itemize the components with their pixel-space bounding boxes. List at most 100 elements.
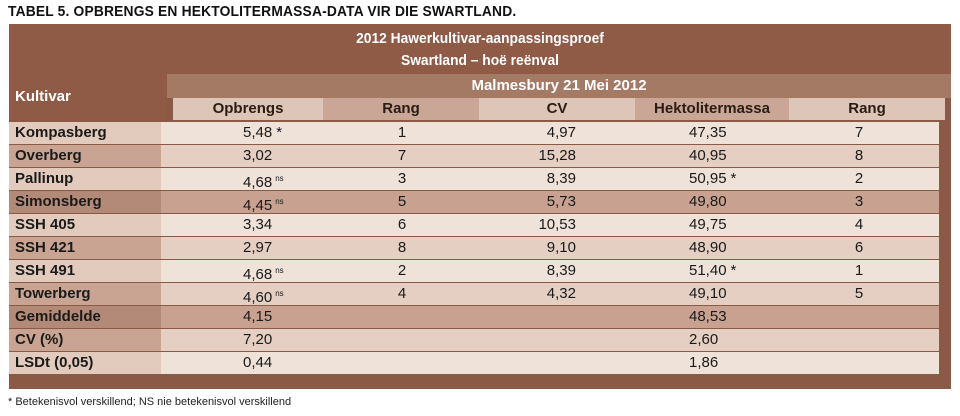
kultivar-name-cell: Overberg <box>9 145 161 167</box>
header-region: Swartland – hoë reënval <box>400 52 559 69</box>
table-header: 2012 Hawerkultivar-aanpassingsproef Swar… <box>9 24 951 74</box>
column-header-hektolitermassa: Hektolitermassa <box>635 98 789 120</box>
hektolitermassa-value: 1,86 <box>689 354 719 371</box>
opbrengs-value: 4,68 <box>243 266 273 283</box>
rang-cell: 7 <box>397 147 407 164</box>
hektolitermassa-cell: 48,90 <box>689 237 727 259</box>
hektolitermassa-value: 48,53 <box>689 308 727 325</box>
hektolitermassa-cell: 40,95 <box>689 145 727 167</box>
footnote: * Betekenisvol verskillend; NS nie betek… <box>8 396 292 408</box>
table-title: TABEL 5. OPBRENGS EN HEKTOLITERMASSA-DAT… <box>8 3 517 20</box>
opbrengs-value: 2,97 <box>243 239 273 256</box>
opbrengs-cell: 4,15 <box>243 306 272 328</box>
column-header-cv: CV <box>479 98 635 120</box>
rang-2-cell: 5 <box>854 285 864 302</box>
rang-cell: 2 <box>397 262 407 279</box>
cv-cell <box>499 329 576 351</box>
table-row: SSH 405 3,34 6 10,53 49,75 4 <box>9 214 939 236</box>
kultivar-name-cell: CV (%) <box>9 329 161 351</box>
hektolitermassa-cell: 1,86 <box>689 352 718 374</box>
cv-cell: 4,97 <box>546 124 576 141</box>
table-row: CV (%) 7,20 2,60 <box>9 329 939 351</box>
rang-2-cell: 8 <box>854 147 864 164</box>
rang-cell: 4 <box>397 285 407 302</box>
opbrengs-value: 7,20 <box>243 331 273 348</box>
opbrengs-cell: 4,68 ns <box>243 168 284 191</box>
column-header-rang: Rang <box>323 98 479 120</box>
table-row: Overberg 3,02 7 15,28 40,95 8 <box>9 145 939 167</box>
table-row: Towerberg 4,60 ns 4 4,32 49,10 5 <box>9 283 939 306</box>
cv-cell: 10,53 <box>538 216 576 233</box>
rang-cell <box>392 306 412 328</box>
cv-cell: 4,32 <box>546 285 576 302</box>
hektolitermassa-value: 49,75 <box>689 216 727 233</box>
cv-cell: 8,39 <box>546 262 576 279</box>
rang-2-cell <box>849 352 869 374</box>
rang-2-cell: 7 <box>854 124 864 141</box>
significance-mark: * <box>730 170 737 187</box>
column-header-opbrengs: Opbrengs <box>173 98 323 120</box>
opbrengs-cell: 4,68 ns <box>243 260 284 283</box>
opbrengs-value: 3,34 <box>243 216 273 233</box>
opbrengs-cell: 4,60 ns <box>243 283 284 306</box>
opbrengs-value: 0,44 <box>243 354 273 371</box>
rang-2-cell: 4 <box>854 216 864 233</box>
hektolitermassa-value: 2,60 <box>689 331 719 348</box>
table-row: LSDt (0,05) 0,44 1,86 <box>9 352 939 374</box>
cv-cell <box>499 306 576 328</box>
kultivar-name-cell: SSH 491 <box>9 260 161 282</box>
hektolitermassa-cell: 49,80 <box>689 191 727 213</box>
opbrengs-cell: 3,02 <box>243 145 272 167</box>
table-row: Kompasberg 5,48 * 1 4,97 47,35 7 <box>9 122 939 144</box>
hektolitermassa-cell: 51,40 * <box>689 260 736 282</box>
rang-2-cell: 3 <box>854 193 864 210</box>
significance-mark: ns <box>275 197 284 206</box>
significance-mark: ns <box>275 174 284 183</box>
hektolitermassa-value: 51,40 <box>689 262 727 279</box>
rang-cell: 3 <box>397 170 407 187</box>
kultivar-name-cell: Pallinup <box>9 168 161 190</box>
hektolitermassa-value: 40,95 <box>689 147 727 164</box>
opbrengs-cell: 0,44 <box>243 352 272 374</box>
rang-cell: 6 <box>397 216 407 233</box>
hektolitermassa-value: 49,10 <box>689 285 727 302</box>
rang-2-cell <box>849 329 869 351</box>
rang-2-cell: 6 <box>854 239 864 256</box>
column-header-rang-2: Rang <box>789 98 945 120</box>
opbrengs-value: 4,60 <box>243 289 273 306</box>
kultivar-name-cell: Simonsberg <box>9 191 161 213</box>
table-row: Pallinup 4,68 ns 3 8,39 50,95 * 2 <box>9 168 939 191</box>
rang-cell <box>392 329 412 351</box>
hektolitermassa-value: 48,90 <box>689 239 727 256</box>
significance-mark: ns <box>275 289 284 298</box>
kultivar-column-header: Kultivar <box>9 74 167 120</box>
hektolitermassa-cell: 2,60 <box>689 329 718 351</box>
header-trial-name: 2012 Hawerkultivar-aanpassingsproef <box>356 30 604 47</box>
significance-mark: * <box>276 124 283 141</box>
hektolitermassa-cell: 48,53 <box>689 306 727 328</box>
site-date-header: Malmesbury 21 Mei 2012 <box>167 74 951 98</box>
cv-cell: 8,39 <box>546 170 576 187</box>
table-row: SSH 421 2,97 8 9,10 48,90 6 <box>9 237 939 259</box>
rang-cell: 5 <box>397 193 407 210</box>
opbrengs-cell: 7,20 <box>243 329 272 351</box>
hektolitermassa-cell: 47,35 <box>689 122 727 144</box>
kultivar-name-cell: SSH 421 <box>9 237 161 259</box>
opbrengs-value: 4,15 <box>243 308 273 325</box>
kultivar-name-cell: Towerberg <box>9 283 161 305</box>
table-row: Gemiddelde 4,15 48,53 <box>9 306 939 328</box>
kultivar-name-cell: SSH 405 <box>9 214 161 236</box>
significance-mark: * <box>730 262 737 279</box>
opbrengs-value: 4,45 <box>243 197 273 214</box>
cv-cell: 15,28 <box>538 147 576 164</box>
table-row: Simonsberg 4,45 ns 5 5,73 49,80 3 <box>9 191 939 214</box>
significance-mark: ns <box>275 266 284 275</box>
rang-2-cell: 2 <box>854 170 864 187</box>
hektolitermassa-cell: 50,95 * <box>689 168 736 190</box>
hektolitermassa-value: 47,35 <box>689 124 727 141</box>
kultivar-name-cell: LSDt (0,05) <box>9 352 161 374</box>
opbrengs-cell: 5,48 * <box>243 122 282 144</box>
hektolitermassa-value: 50,95 <box>689 170 727 187</box>
opbrengs-cell: 2,97 <box>243 237 272 259</box>
opbrengs-value: 3,02 <box>243 147 273 164</box>
